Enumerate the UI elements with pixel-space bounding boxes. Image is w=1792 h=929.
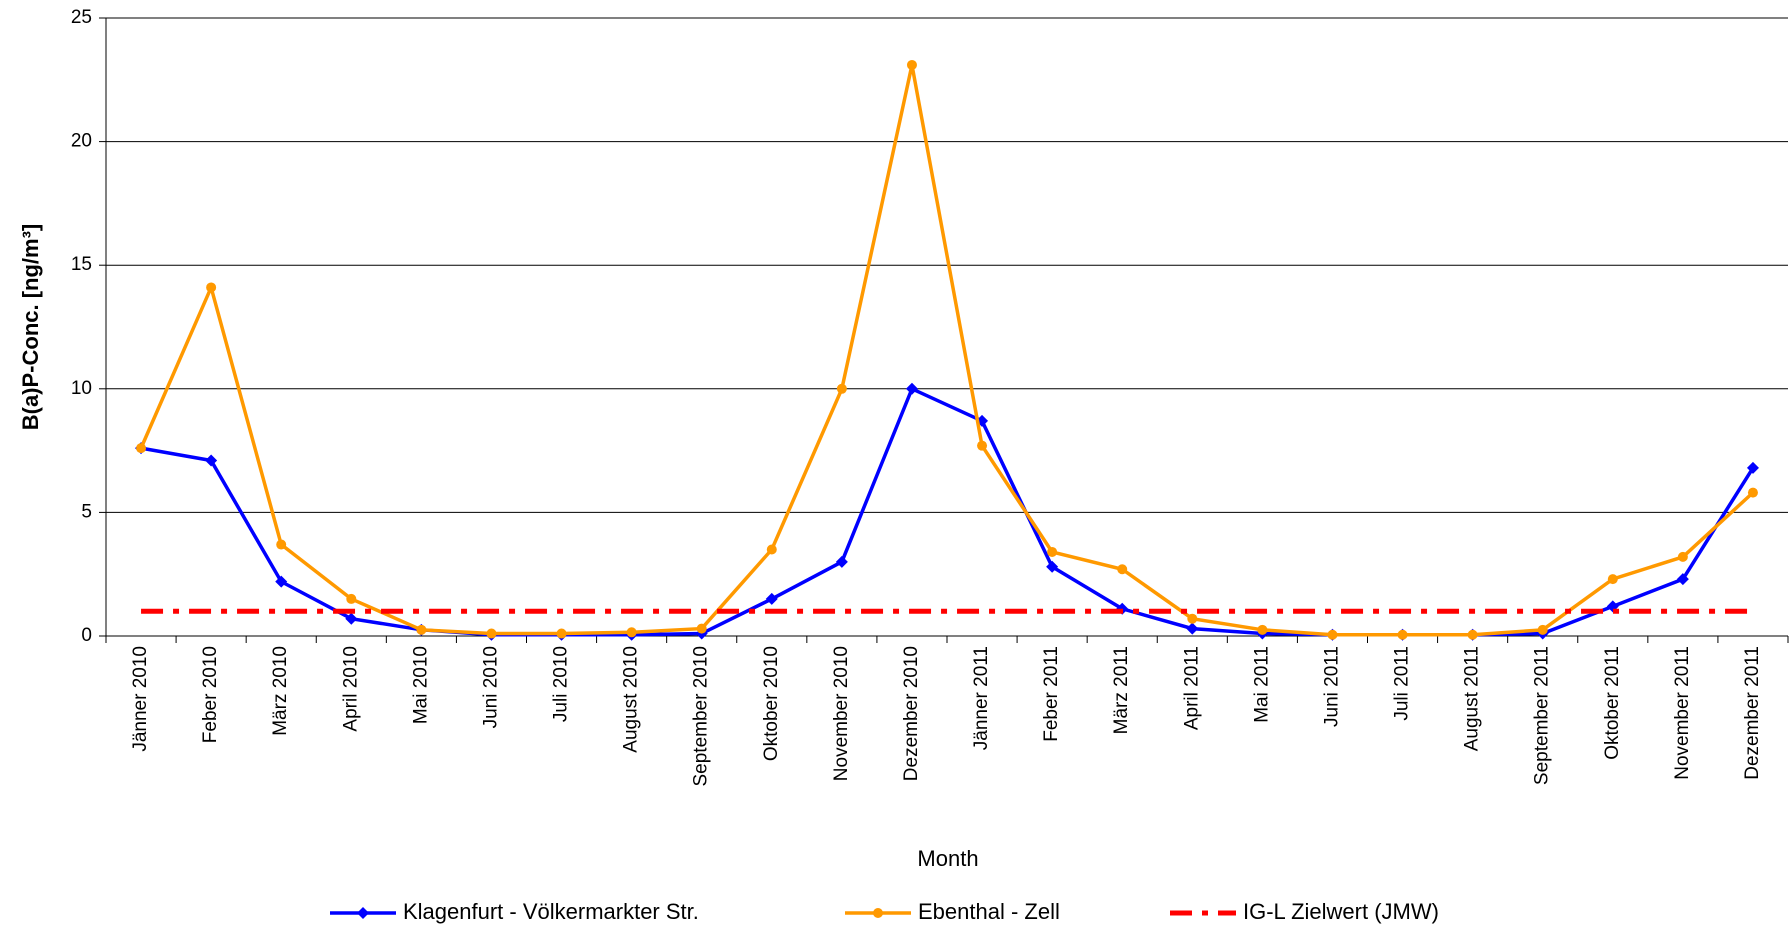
legend-marker <box>873 908 883 918</box>
data-point <box>835 555 848 568</box>
x-tick-label: Jänner 2011 <box>971 646 992 750</box>
x-tick-label: Juni 2011 <box>1321 646 1342 727</box>
data-point <box>1397 629 1408 640</box>
data-point <box>276 539 287 550</box>
y-tick-label: 15 <box>71 254 92 275</box>
data-point <box>626 627 637 638</box>
x-tick-label: August 2011 <box>1462 646 1483 751</box>
legend-label: IG-L Zielwert (JMW) <box>1243 899 1439 924</box>
data-point <box>416 624 427 635</box>
data-point <box>977 440 988 451</box>
x-tick-label: November 2011 <box>1672 646 1693 780</box>
data-point <box>1537 624 1548 635</box>
y-tick-label: 20 <box>71 131 92 152</box>
data-point <box>1047 546 1058 557</box>
x-tick-label: Juni 2010 <box>480 646 501 728</box>
x-tick-label: Oktober 2011 <box>1602 646 1623 760</box>
data-point <box>1257 624 1268 635</box>
series-line <box>140 386 1755 637</box>
y-tick-label: 10 <box>71 378 92 399</box>
data-point <box>1327 629 1338 640</box>
data-point <box>1607 574 1618 585</box>
x-tick-label: Dezember 2011 <box>1742 646 1763 780</box>
x-tick-label: Dezember 2010 <box>901 646 922 781</box>
x-tick-label: Feber 2011 <box>1041 646 1062 742</box>
data-point <box>906 59 917 70</box>
series-line <box>139 64 1755 637</box>
x-tick-label: Mai 2010 <box>410 646 431 724</box>
data-point <box>345 612 358 625</box>
x-tick-label: November 2010 <box>831 646 852 781</box>
x-tick-label: Mai 2011 <box>1251 646 1272 723</box>
data-point <box>1677 551 1688 562</box>
x-tick-label: April 2010 <box>340 646 361 732</box>
data-point <box>1046 560 1059 573</box>
x-tick-label: Jänner 2010 <box>130 646 151 752</box>
x-tick-label: Juli 2011 <box>1392 646 1413 721</box>
x-tick-label: Feber 2010 <box>200 646 221 743</box>
data-point <box>766 544 777 555</box>
legend-label: Klagenfurt - Völkermarkter Str. <box>403 899 699 924</box>
x-tick-label: April 2011 <box>1181 646 1202 730</box>
y-tick-label: 25 <box>71 7 92 28</box>
data-point <box>486 628 497 639</box>
data-point <box>275 575 288 588</box>
y-axis-title: B(a)P-Conc. [ng/m³] <box>18 224 43 431</box>
x-tick-label: September 2010 <box>691 646 712 787</box>
data-point <box>765 592 778 605</box>
data-point <box>1117 564 1128 575</box>
data-point <box>136 443 147 454</box>
data-point <box>1467 629 1478 640</box>
data-point <box>836 383 847 394</box>
data-point <box>905 382 918 395</box>
data-point <box>346 593 357 604</box>
data-point <box>556 628 567 639</box>
data-point <box>206 282 217 293</box>
x-tick-label: Juli 2010 <box>551 646 572 722</box>
data-point <box>1676 573 1689 586</box>
x-axis-title: Month <box>917 846 978 871</box>
x-tick-label: August 2010 <box>621 646 642 753</box>
data-point <box>1746 461 1759 474</box>
y-tick-label: 5 <box>81 501 92 522</box>
y-tick-label: 0 <box>81 625 92 646</box>
legend-marker <box>357 907 369 919</box>
data-point <box>1187 613 1198 624</box>
data-point <box>1747 487 1758 498</box>
x-tick-label: März 2011 <box>1111 646 1132 734</box>
x-tick-label: Oktober 2010 <box>761 646 782 761</box>
data-point <box>205 454 218 467</box>
x-tick-label: März 2010 <box>270 646 291 736</box>
data-point <box>1186 622 1199 635</box>
data-point <box>696 623 707 634</box>
x-tick-label: September 2011 <box>1532 646 1553 785</box>
legend-label: Ebenthal - Zell <box>918 899 1060 924</box>
